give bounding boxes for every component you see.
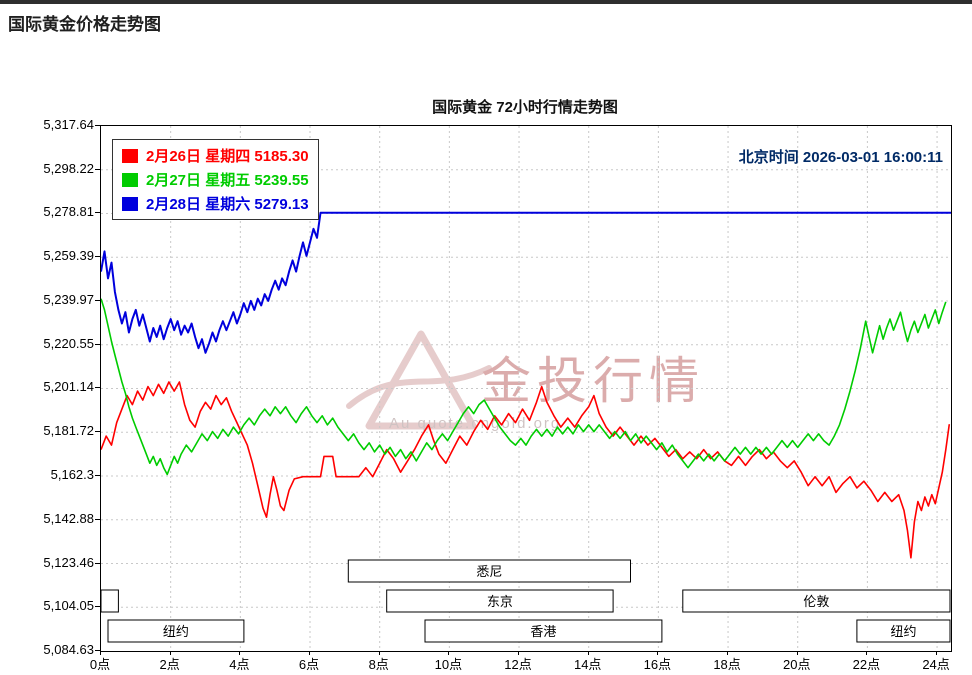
x-axis-label: 18点	[713, 657, 741, 672]
legend-label: 2月27日 星期五 5239.55	[146, 172, 309, 189]
legend-swatch-blue	[122, 196, 138, 211]
session-box-伦敦	[682, 589, 951, 613]
y-axis-label: 5,220.55	[43, 335, 94, 351]
x-axis-label: 20点	[782, 657, 811, 672]
y-axis-label: 5,181.72	[43, 423, 94, 439]
beijing-time-label: 北京时间 2026-03-01 16:00:11	[738, 149, 943, 166]
session-label: 纽约	[163, 624, 189, 639]
chart-title: 国际黄金 72小时行情走势图	[432, 99, 618, 116]
y-axis-label: 5,298.22	[43, 160, 94, 176]
x-axis-label: 4点	[229, 657, 250, 672]
legend: 2月26日 星期四 5185.30 2月27日 星期五 5239.55 2月28…	[112, 139, 319, 220]
y-axis-label: 5,259.39	[43, 248, 94, 264]
x-axis-label: 14点	[573, 657, 602, 672]
y-axis-label: 5,317.64	[43, 117, 94, 132]
y-axis-label: 5,123.46	[43, 554, 94, 570]
session-label: 纽约	[890, 624, 916, 639]
x-axis-label: 0点	[89, 657, 111, 672]
watermark: 金投行情 Au quote.cngold.org	[346, 330, 705, 432]
legend-item: 2月28日 星期六 5279.13	[122, 193, 309, 214]
x-axis-label: 22点	[852, 657, 881, 672]
y-axis-label: 5,084.63	[43, 642, 94, 657]
price-line-1	[101, 381, 951, 559]
top-accent-bar	[0, 0, 972, 4]
legend-label: 2月26日 星期四 5185.30	[146, 148, 309, 165]
watermark-swoosh-icon	[346, 365, 492, 409]
session-box-纽约	[107, 619, 245, 643]
price-line-2	[101, 298, 947, 476]
x-axis-label: 16点	[643, 657, 672, 672]
y-axis-label: 5,162.3	[50, 467, 94, 482]
session-box-纽约	[856, 619, 951, 643]
watermark-text: 金投行情	[481, 353, 705, 409]
x-axis-label: 24点	[922, 657, 950, 672]
session-box	[101, 589, 119, 613]
y-axis-label: 5,104.05	[43, 598, 94, 614]
session-label: 悉尼	[476, 564, 502, 579]
x-axis-label: 12点	[504, 657, 532, 672]
session-box-香港	[424, 619, 663, 643]
legend-item: 2月26日 星期四 5185.30	[122, 145, 309, 166]
y-axis-label: 5,142.88	[43, 510, 94, 526]
price-line-3	[101, 211, 951, 354]
session-label: 东京	[487, 594, 513, 609]
x-axis-label: 2点	[159, 657, 180, 672]
legend-swatch-red	[122, 148, 138, 163]
legend-item: 2月27日 星期五 5239.55	[122, 169, 309, 190]
y-axis-label: 5,201.14	[43, 379, 94, 395]
x-axis-label: 8点	[368, 657, 389, 672]
x-axis-label: 6点	[298, 657, 320, 672]
legend-swatch-green	[122, 172, 138, 187]
session-box-悉尼	[347, 559, 632, 583]
legend-label: 2月28日 星期六 5279.13	[146, 196, 309, 213]
x-axis-label: 10点	[434, 657, 463, 672]
page-title: 国际黄金价格走势图	[8, 15, 161, 34]
session-box-东京	[386, 589, 614, 613]
y-axis-label: 5,278.81	[43, 204, 94, 220]
session-label: 伦敦	[803, 594, 829, 609]
session-label: 香港	[530, 624, 556, 639]
y-axis-label: 5,239.97	[43, 292, 94, 307]
